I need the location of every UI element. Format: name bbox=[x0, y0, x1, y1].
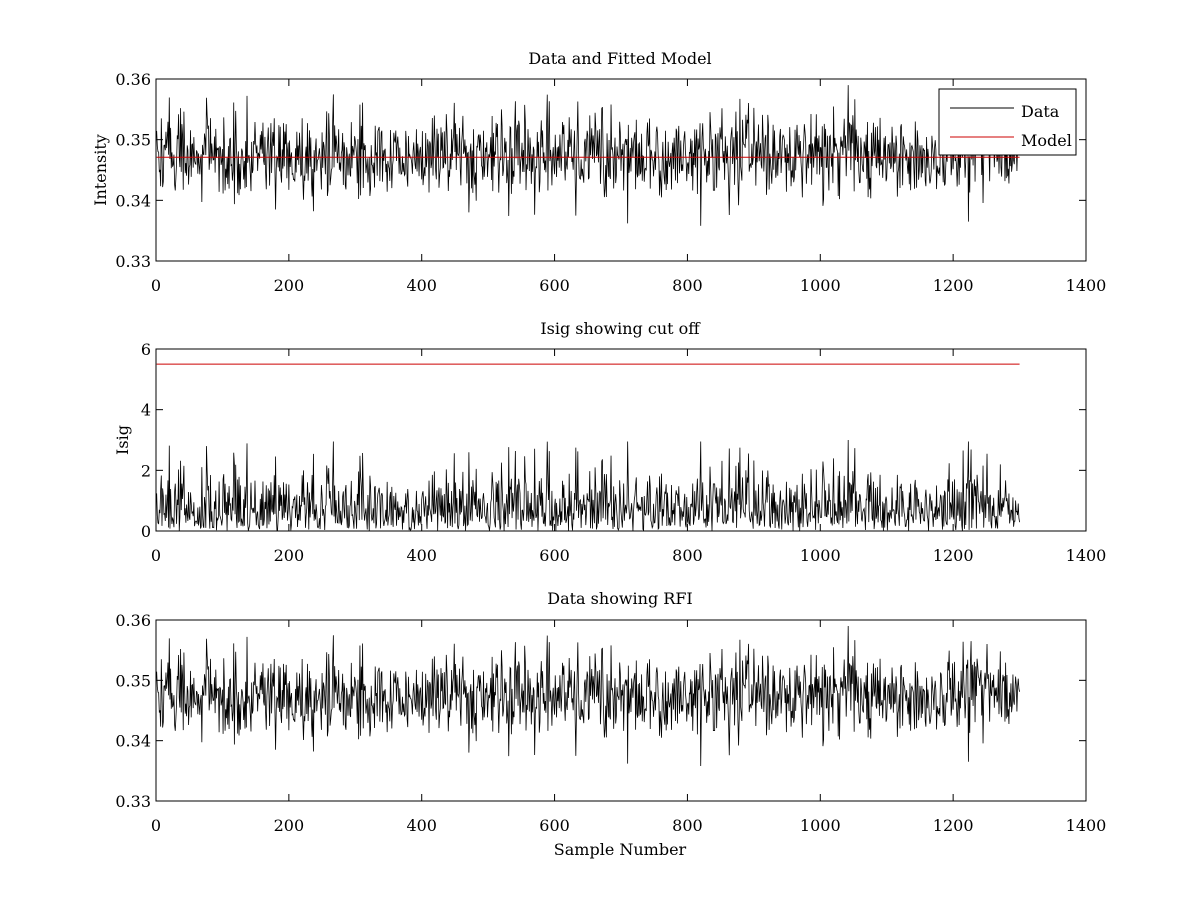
series-layer bbox=[156, 363, 1020, 532]
y-axis-label: Intensity bbox=[91, 134, 110, 206]
x-tick-label: 400 bbox=[406, 276, 437, 295]
y-tick-label: 0.34 bbox=[115, 732, 151, 751]
y-tick-label: 0.35 bbox=[115, 671, 151, 690]
y-axis-label: Isig bbox=[113, 425, 132, 455]
y-tick-label: 2 bbox=[141, 461, 151, 480]
x-tick-label: 200 bbox=[274, 276, 305, 295]
subplot-data-and-fitted-model: Data and Fitted Model Intensity 0 200 400 6… bbox=[91, 49, 1106, 295]
series-rfi-data-line bbox=[156, 626, 1020, 767]
series-layer bbox=[156, 85, 1020, 226]
x-tick-label: 200 bbox=[274, 816, 305, 835]
subplot-title: Isig showing cut off bbox=[540, 319, 701, 338]
x-tick-label: 800 bbox=[672, 546, 703, 565]
x-tick-label: 0 bbox=[151, 816, 161, 835]
y-tick-label: 0 bbox=[141, 522, 151, 541]
y-tick-label: 4 bbox=[141, 401, 151, 420]
x-tick-label: 600 bbox=[539, 816, 570, 835]
legend-box bbox=[938, 88, 1077, 156]
x-tick-label: 0 bbox=[151, 546, 161, 565]
x-tick-label: 1000 bbox=[800, 816, 841, 835]
x-tick-label: 1200 bbox=[933, 546, 974, 565]
legend-label-data: Data bbox=[1021, 102, 1060, 121]
legend-label-model: Model bbox=[1021, 131, 1072, 150]
series-layer bbox=[156, 626, 1020, 767]
x-tick-label: 1400 bbox=[1066, 546, 1107, 565]
x-tick-label: 800 bbox=[672, 276, 703, 295]
series-isig-line bbox=[156, 439, 1020, 532]
legend: Data Model bbox=[938, 88, 1077, 156]
x-tick-label: 1200 bbox=[933, 816, 974, 835]
x-tick-label: 1200 bbox=[933, 276, 974, 295]
tick-layer: 0 200 400 600 800 1000 1200 1400 0.33 0.34 0.35 0.3… bbox=[115, 611, 1106, 835]
x-tick-label: 600 bbox=[539, 546, 570, 565]
x-tick-label: 200 bbox=[274, 546, 305, 565]
y-tick-label: 0.33 bbox=[115, 792, 151, 811]
x-tick-label: 0 bbox=[151, 276, 161, 295]
y-tick-label: 0.34 bbox=[115, 191, 151, 210]
y-tick-label: 0.36 bbox=[115, 70, 151, 89]
x-tick-label: 400 bbox=[406, 546, 437, 565]
x-tick-label: 1400 bbox=[1066, 816, 1107, 835]
x-axis-label: Sample Number bbox=[554, 840, 687, 859]
subplot-title: Data and Fitted Model bbox=[528, 49, 711, 68]
tick-layer: 0 200 400 600 800 1000 1200 1400 0 2 4 6 bbox=[141, 340, 1107, 565]
y-tick-label: 6 bbox=[141, 340, 151, 359]
tick-layer: 0 200 400 600 800 1000 1200 1400 0.33 0.34 0.35 0.3… bbox=[115, 70, 1106, 295]
x-tick-label: 1000 bbox=[800, 276, 841, 295]
x-tick-label: 400 bbox=[406, 816, 437, 835]
x-tick-label: 600 bbox=[539, 276, 570, 295]
y-tick-label: 0.36 bbox=[115, 611, 151, 630]
y-tick-label: 0.33 bbox=[115, 252, 151, 271]
subplot-title: Data showing RFI bbox=[547, 589, 692, 608]
x-tick-label: 1000 bbox=[800, 546, 841, 565]
subplot-isig-showing-cut-off: Isig showing cut off Isig 0 200 400 600 800 1… bbox=[113, 319, 1106, 565]
x-tick-label: 1400 bbox=[1066, 276, 1107, 295]
x-tick-label: 800 bbox=[672, 816, 703, 835]
y-tick-label: 0.35 bbox=[115, 131, 151, 150]
subplot-data-showing-rfi: Data showing RFI 0 200 400 600 800 1000 1200 14… bbox=[115, 589, 1106, 859]
